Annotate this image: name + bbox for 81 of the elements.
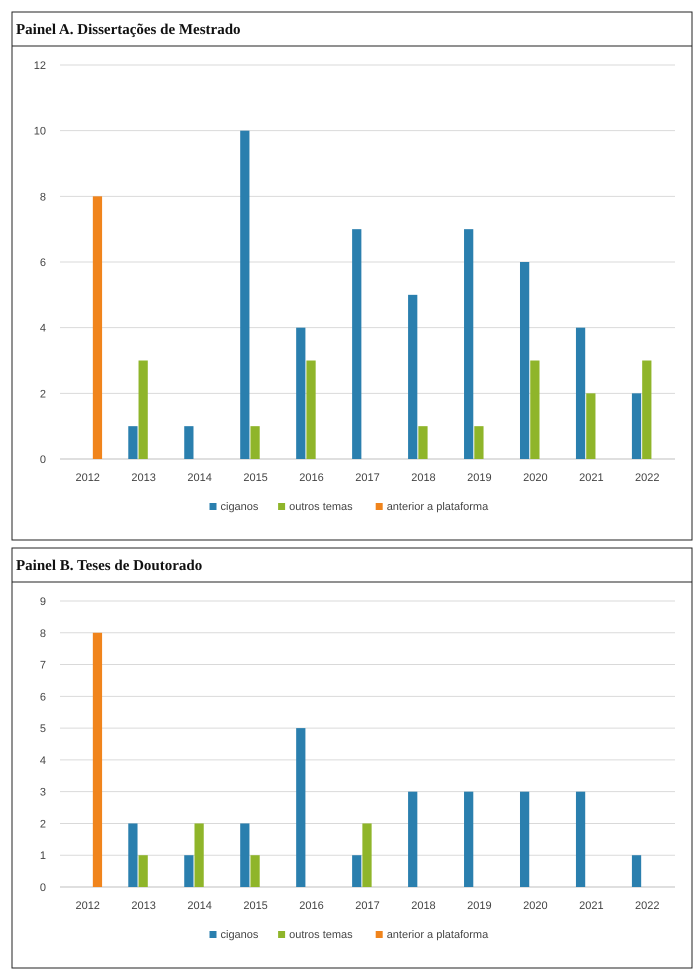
bar (576, 328, 586, 459)
bar (128, 823, 138, 887)
x-tick-label: 2019 (467, 900, 492, 912)
x-tick-label: 2022 (635, 472, 660, 484)
bar (194, 823, 204, 887)
y-tick-label: 12 (34, 60, 46, 72)
bar (250, 426, 260, 459)
bar (138, 855, 148, 887)
bar (418, 426, 428, 459)
x-tick-label: 2014 (187, 472, 212, 484)
y-tick-label: 10 (34, 126, 46, 138)
bar (92, 196, 102, 459)
bar (464, 792, 474, 887)
y-tick-label: 2 (40, 818, 46, 830)
y-tick-label: 0 (40, 882, 46, 894)
y-tick-label: 3 (40, 786, 46, 799)
y-tick-label: 8 (40, 191, 46, 204)
bar (408, 792, 418, 887)
bar (408, 294, 418, 459)
x-tick-label: 2020 (523, 900, 548, 912)
x-tick-label: 2012 (75, 472, 100, 484)
bar (520, 792, 530, 887)
bar (296, 328, 306, 459)
y-tick-label: 6 (40, 691, 46, 704)
x-tick-label: 2021 (579, 900, 604, 912)
x-tick-label: 2017 (355, 900, 380, 912)
bar (92, 632, 102, 887)
x-tick-label: 2021 (579, 472, 604, 484)
x-tick-label: 2016 (299, 900, 324, 912)
bar (184, 855, 194, 887)
bar (632, 855, 642, 887)
y-tick-label: 9 (40, 596, 46, 608)
bar (296, 728, 306, 887)
y-tick-label: 0 (40, 454, 46, 466)
y-tick-label: 4 (40, 754, 46, 767)
legend-label: outros temas (289, 501, 354, 513)
x-tick-label: 2022 (635, 900, 660, 912)
x-tick-label: 2013 (131, 900, 156, 912)
y-tick-label: 8 (40, 628, 46, 640)
bar (632, 393, 642, 459)
x-tick-label: 2017 (355, 472, 380, 484)
y-tick-label: 5 (40, 723, 46, 736)
x-tick-label: 2018 (411, 472, 436, 484)
legend-label: anterior a plataforma (386, 501, 490, 513)
bar (362, 823, 372, 887)
bar (138, 360, 148, 459)
bar (586, 393, 596, 459)
x-tick-label: 2016 (299, 472, 324, 484)
x-tick-label: 2019 (467, 472, 492, 484)
bar (520, 262, 530, 459)
bar (464, 229, 474, 459)
bar (240, 823, 250, 887)
bar (474, 426, 484, 459)
y-tick-label: 6 (40, 257, 46, 269)
legend-label: ciganos (220, 929, 259, 941)
x-tick-label: 2020 (523, 472, 548, 484)
x-tick-label: 2012 (75, 900, 100, 912)
bar (576, 792, 586, 887)
bar (352, 855, 362, 887)
x-tick-label: 2013 (131, 472, 156, 484)
bar (352, 229, 362, 459)
bar (128, 426, 138, 459)
x-tick-label: 2014 (187, 900, 212, 912)
legend-label: outros temas (289, 929, 354, 941)
chart-title: Painel B. Teses de Doutorado (16, 558, 202, 574)
legend-label: ciganos (220, 501, 259, 513)
bar (240, 130, 250, 459)
y-tick-label: 7 (40, 660, 46, 672)
legend-label: anterior a plataforma (386, 929, 490, 941)
y-tick-label: 2 (40, 388, 46, 400)
x-tick-label: 2018 (411, 900, 436, 912)
bar (250, 855, 260, 887)
bar (184, 426, 194, 459)
bar (306, 360, 316, 459)
y-tick-label: 1 (40, 850, 46, 862)
bar (642, 360, 652, 459)
chart-title: Painel A. Dissertações de Mestrado (16, 22, 241, 38)
bar (530, 360, 540, 459)
x-tick-label: 2015 (243, 472, 268, 484)
x-tick-label: 2015 (243, 900, 268, 912)
y-tick-label: 4 (40, 322, 46, 335)
